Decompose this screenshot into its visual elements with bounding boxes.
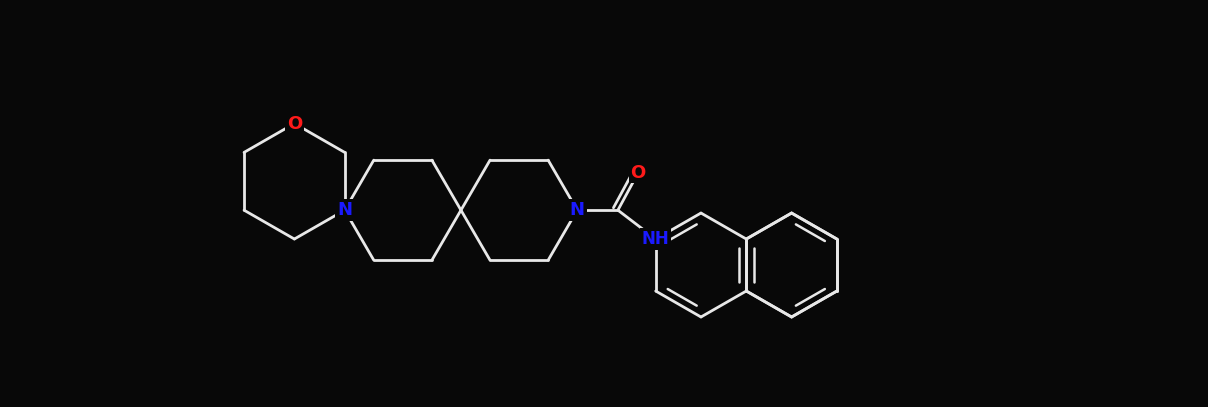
Text: NH: NH (641, 230, 669, 248)
Text: O: O (286, 114, 302, 133)
Text: N: N (337, 201, 353, 219)
Text: N: N (570, 201, 585, 219)
Text: O: O (631, 164, 646, 182)
